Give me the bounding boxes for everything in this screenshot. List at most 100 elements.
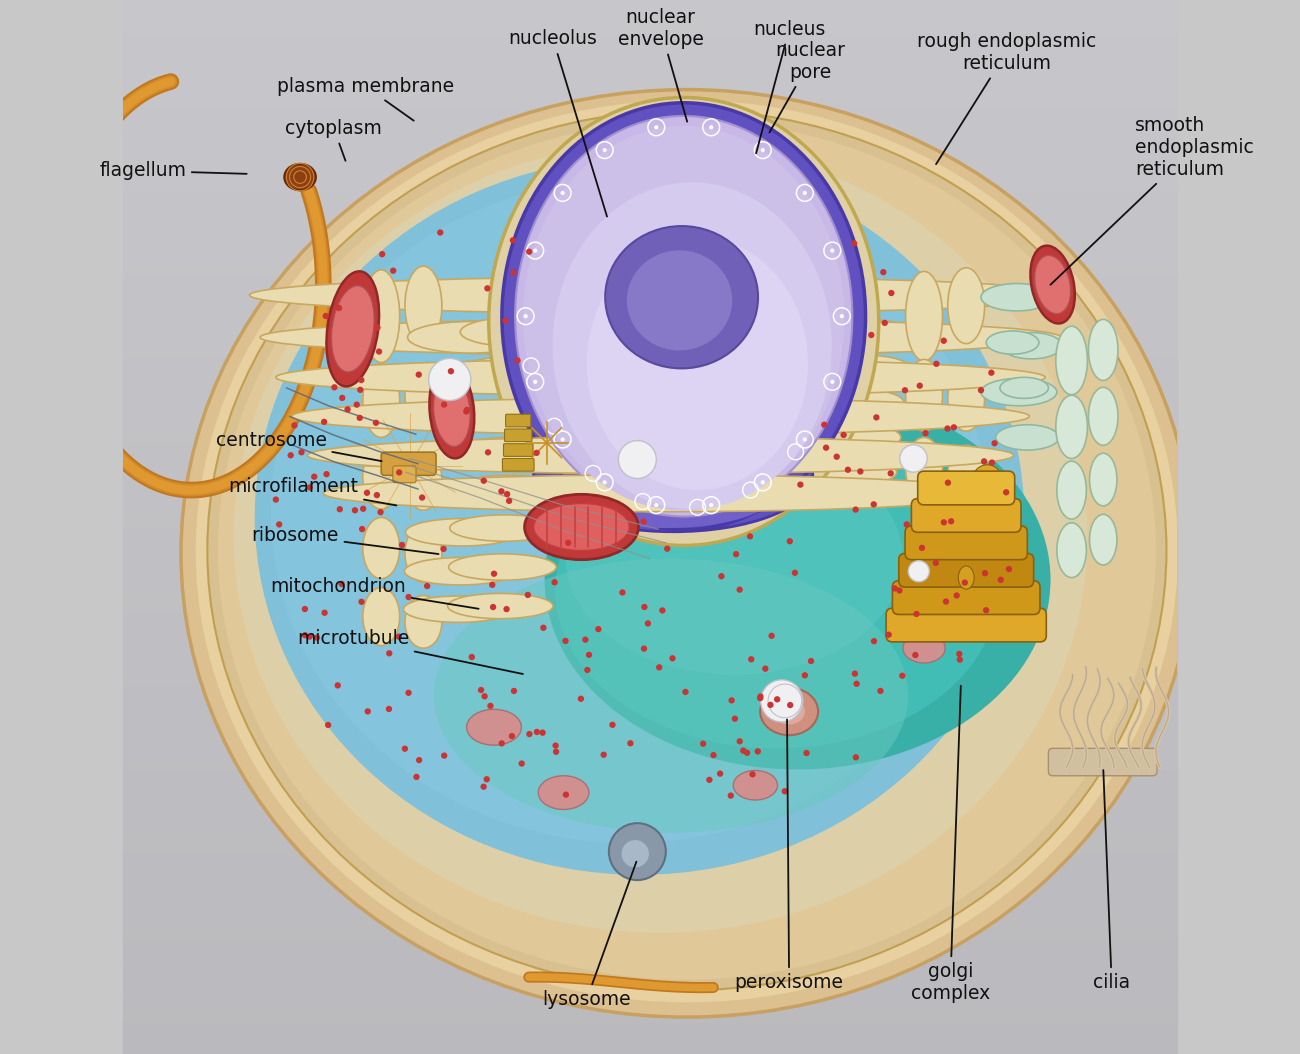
Bar xyxy=(124,21,1176,32)
Bar xyxy=(124,137,1176,148)
Ellipse shape xyxy=(958,566,974,589)
Circle shape xyxy=(747,533,753,540)
Bar xyxy=(124,453,1176,464)
Circle shape xyxy=(903,522,910,528)
Circle shape xyxy=(659,607,666,613)
Bar xyxy=(124,369,1176,379)
Circle shape xyxy=(386,650,393,657)
Ellipse shape xyxy=(982,378,1057,406)
Ellipse shape xyxy=(948,268,984,344)
Circle shape xyxy=(982,458,987,465)
Ellipse shape xyxy=(772,462,862,487)
Text: lysosome: lysosome xyxy=(542,861,637,1009)
Ellipse shape xyxy=(250,276,1071,314)
Circle shape xyxy=(582,637,589,643)
Circle shape xyxy=(358,387,364,393)
Ellipse shape xyxy=(1035,255,1071,314)
Bar xyxy=(124,748,1176,759)
Ellipse shape xyxy=(1057,523,1087,578)
Circle shape xyxy=(792,569,798,575)
Circle shape xyxy=(302,632,308,639)
FancyBboxPatch shape xyxy=(381,452,436,475)
Bar xyxy=(124,727,1176,738)
Circle shape xyxy=(989,460,995,466)
Circle shape xyxy=(760,481,764,485)
Bar xyxy=(124,822,1176,833)
Circle shape xyxy=(526,249,533,255)
Circle shape xyxy=(566,540,572,546)
Ellipse shape xyxy=(523,125,845,511)
Circle shape xyxy=(485,449,491,455)
Circle shape xyxy=(645,621,651,627)
Circle shape xyxy=(831,379,835,384)
Bar xyxy=(124,432,1176,443)
Circle shape xyxy=(786,539,793,545)
Circle shape xyxy=(359,377,364,384)
Bar xyxy=(124,306,1176,316)
Circle shape xyxy=(621,840,649,867)
Circle shape xyxy=(511,270,516,276)
Ellipse shape xyxy=(408,363,533,392)
Circle shape xyxy=(941,520,946,526)
Circle shape xyxy=(377,509,384,515)
Bar xyxy=(124,390,1176,401)
Circle shape xyxy=(664,546,671,552)
Ellipse shape xyxy=(448,554,556,580)
Circle shape xyxy=(324,471,330,477)
Circle shape xyxy=(424,583,430,589)
Ellipse shape xyxy=(774,698,805,725)
Bar xyxy=(124,738,1176,748)
Circle shape xyxy=(923,430,928,436)
Circle shape xyxy=(603,481,607,485)
Bar xyxy=(124,875,1176,885)
Bar xyxy=(124,949,1176,959)
Circle shape xyxy=(484,776,490,782)
Circle shape xyxy=(419,494,425,501)
FancyBboxPatch shape xyxy=(905,526,1027,560)
Circle shape xyxy=(878,688,884,695)
Ellipse shape xyxy=(566,443,904,675)
Circle shape xyxy=(757,695,763,701)
Bar xyxy=(124,928,1176,938)
Bar xyxy=(124,295,1176,306)
Circle shape xyxy=(321,609,328,616)
Circle shape xyxy=(841,432,846,438)
Circle shape xyxy=(774,697,780,703)
Ellipse shape xyxy=(502,103,866,529)
Ellipse shape xyxy=(363,444,399,509)
Circle shape xyxy=(992,441,997,447)
Circle shape xyxy=(945,480,952,486)
Circle shape xyxy=(498,488,504,494)
Circle shape xyxy=(552,748,559,755)
Circle shape xyxy=(380,251,385,257)
Circle shape xyxy=(931,477,956,503)
Circle shape xyxy=(502,317,508,324)
Bar xyxy=(124,706,1176,717)
Ellipse shape xyxy=(814,460,897,485)
Circle shape xyxy=(313,635,320,641)
Ellipse shape xyxy=(307,436,1014,474)
Ellipse shape xyxy=(552,182,832,509)
Ellipse shape xyxy=(429,364,474,458)
Bar xyxy=(124,411,1176,422)
Circle shape xyxy=(732,716,738,722)
Ellipse shape xyxy=(407,479,523,507)
Ellipse shape xyxy=(363,270,399,363)
Circle shape xyxy=(441,402,447,408)
Ellipse shape xyxy=(1088,319,1118,380)
Circle shape xyxy=(728,698,734,704)
Ellipse shape xyxy=(775,356,872,385)
Bar xyxy=(124,559,1176,569)
Ellipse shape xyxy=(291,397,1030,435)
Text: rough endoplasmic
reticulum: rough endoplasmic reticulum xyxy=(916,33,1096,164)
Circle shape xyxy=(900,445,927,472)
Ellipse shape xyxy=(903,633,945,663)
Text: golgi
complex: golgi complex xyxy=(911,686,991,1002)
Circle shape xyxy=(823,445,829,451)
Circle shape xyxy=(914,611,919,618)
Circle shape xyxy=(833,453,840,460)
Ellipse shape xyxy=(489,98,879,546)
Ellipse shape xyxy=(818,390,904,415)
Ellipse shape xyxy=(408,321,534,353)
Ellipse shape xyxy=(452,475,564,503)
